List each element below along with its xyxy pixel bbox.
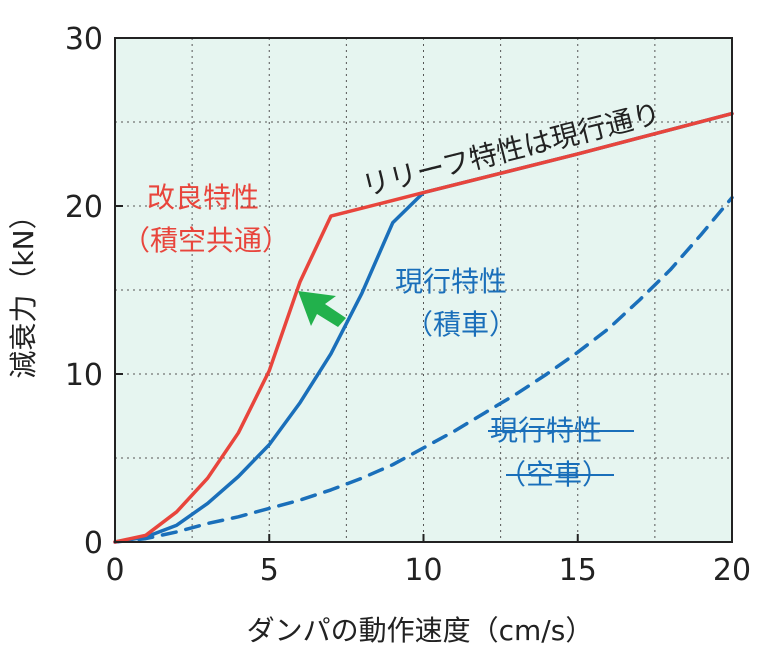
y-tick-label: 20	[65, 190, 103, 225]
y-tick-label: 10	[65, 358, 103, 393]
annotation-improved-title: 改良特性	[147, 181, 259, 214]
improvement-arrow-icon	[298, 291, 346, 327]
annotation-improved-sub: （積空共通）	[122, 224, 290, 257]
series-current-empty-line	[113, 195, 734, 544]
y-tick-label: 30	[65, 22, 103, 57]
y-axis-label: 減衰力（kN）	[7, 201, 40, 378]
x-tick-label: 0	[105, 553, 124, 588]
series-layer	[113, 111, 734, 544]
series-improved-line	[113, 111, 734, 544]
tick-labels: 0 5 10 15 20 0 10 20 30	[65, 22, 751, 588]
x-axis-label: ダンパの動作速度（cm/s）	[247, 614, 594, 647]
x-tick-label: 5	[260, 553, 279, 588]
grid	[115, 38, 732, 542]
y-tick-label: 0	[84, 526, 103, 561]
annotation-current-loaded-title: 現行特性	[395, 265, 507, 298]
x-tick-label: 10	[404, 553, 442, 588]
annotation-current-loaded-sub: （積車）	[405, 308, 517, 341]
x-tick-label: 15	[559, 553, 597, 588]
x-tick-label: 20	[713, 553, 751, 588]
